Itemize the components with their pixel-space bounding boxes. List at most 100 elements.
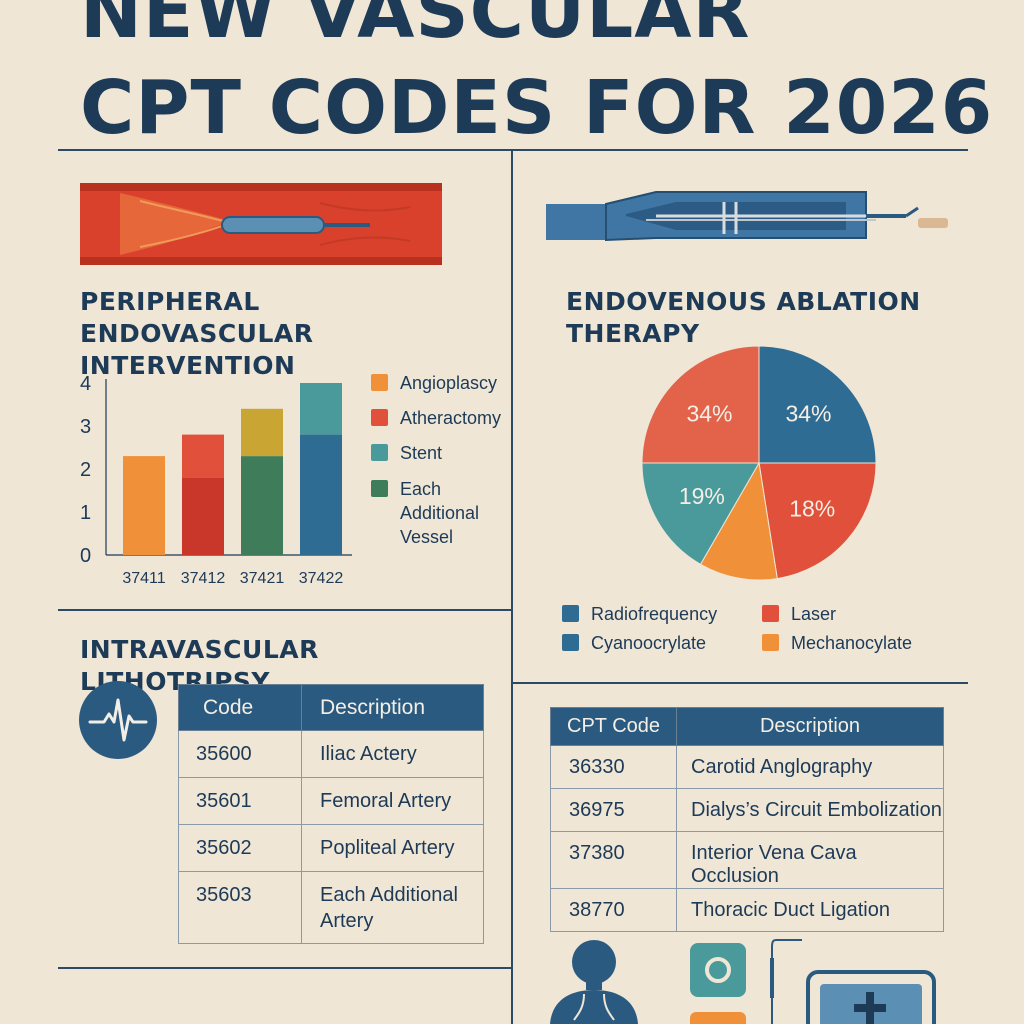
table-row: 36975 Dialys’s Circuit Embolization [550,788,944,832]
description-cell: Each Additional Artery [301,871,484,944]
endovenous-title: ENDOVENOUS ABLATION THERAPY [566,286,986,350]
left-mid-divider [58,609,511,611]
column-header: Description [676,707,944,746]
table-row: 38770 Thoracic Duct Ligation [550,888,944,932]
endovenous-title-line-1: ENDOVENOUS ABLATION [566,287,921,316]
y-tick-label: 4 [80,373,91,395]
legend-label: Mechanocylate [791,633,913,653]
y-tick-label: 2 [80,459,91,481]
right-mid-divider [513,682,968,684]
bar-segment [182,477,224,555]
pie-slice [641,345,760,464]
endovenous-pie-chart: 34% 18% 19% 34% [641,345,877,581]
description-cell: Iliac Actery [301,730,484,778]
orange-tile-icon [690,1012,746,1024]
legend-atherectomy: Atheractomy [371,406,501,430]
pie-slice [758,345,877,464]
x-tick-label: 37421 [240,570,285,587]
code-cell: 37380 [550,831,677,889]
bar-segment [300,434,342,555]
catheter-illustration [546,191,948,242]
table-row: 35603 Each Additional Artery [178,871,484,944]
description-cell: Dialys’s Circuit Embolization [676,788,944,832]
peripheral-bar-chart: 0 1 2 3 4 37411 37412 37421 37422 [80,373,352,587]
iv-line-icon [770,939,802,1024]
code-cell: 35602 [178,824,302,872]
bar-segment [241,408,283,457]
lithotripsy-title: INTRAVASCULAR LITHOTRIPSY [80,634,510,698]
peripheral-title: PERIPHERAL ENDOVASCULAR INTERVENTION [80,286,500,382]
legend-swatch-red [371,409,388,426]
bar-segment [241,456,283,555]
pie-slice [641,462,760,566]
medical-monitor-icon [806,970,936,1024]
legend-mechanochemical: Mechanocylate [762,631,912,655]
legend-angioplasty: Angioplascy [371,371,497,395]
center-divider [511,151,513,1024]
legend-label: Radiofrequency [591,604,718,624]
code-cell: 35601 [178,777,302,825]
code-cell: 38770 [550,888,677,932]
code-cell: 36330 [550,745,677,789]
endovenous-title-line-2: THERAPY [566,319,700,348]
column-header: Description [301,684,484,731]
table-header-row: CPT Code Description [550,707,944,746]
bar-segment [300,383,342,435]
peripheral-title-line-2: INTERVENTION [80,351,296,380]
y-tick-label: 3 [80,416,91,438]
top-divider [58,149,968,151]
legend-swatch-blue [562,605,579,622]
x-tick-label: 37422 [299,570,344,587]
heartbeat-icon [79,681,157,759]
bar-segment [123,456,165,555]
legend-label: Each Additional Vessel [400,479,480,547]
peripheral-title-line-1: PERIPHERAL ENDOVASCULAR [80,287,314,348]
x-tick-label: 37411 [122,570,165,587]
legend-swatch-green [371,480,388,497]
legend-radiofrequency: Radiofrequency [562,602,717,626]
y-tick-label: 0 [80,545,91,567]
lithotripsy-table: Code Description 35600 Iliac Actery 3560… [178,684,484,944]
pie-data-label: 18% [789,495,835,521]
legend-laser: Laser [762,602,836,626]
legend-label: Laser [791,604,837,624]
table-header-row: Code Description [178,684,484,731]
table-row: 35601 Femoral Artery [178,777,484,825]
legend-stent: Stent [371,441,442,465]
description-cell: Carotid Anglography [676,745,944,789]
vessel-balloon-illustration [80,183,442,265]
code-cell: 36975 [550,788,677,832]
description-cell: Interior Vena Cava Occlusion [676,831,944,889]
legend-label: Atheractomy [400,408,502,428]
pie-data-label: 34% [785,401,831,427]
x-tick-label: 37412 [181,570,226,587]
column-header: CPT Code [550,707,677,746]
page-title: NEW VASCULAR CPT CODES FOR 2026 [80,0,992,156]
table-row: 36330 Carotid Anglography [550,745,944,789]
left-bottom-divider [58,967,511,969]
doctor-icon [550,940,638,1024]
pie-data-label: 34% [686,401,732,427]
title-line-1: NEW VASCULAR [80,0,751,55]
bar-segment [182,434,224,478]
pie-data-label: 19% [679,483,725,509]
pie-slice [758,462,877,580]
column-header: Code [178,684,302,731]
legend-label: Angioplascy [400,373,498,393]
table-row: 35602 Popliteal Artery [178,824,484,872]
legend-cyanoacrylate: Cyanoocrylate [562,631,706,655]
legend-label: Stent [400,443,443,463]
legend-swatch-orange [371,374,388,391]
legend-each-additional-vessel: Each Additional Vessel [371,477,491,549]
legend-label: Cyanoocrylate [591,633,707,653]
legend-swatch-red [762,605,779,622]
description-cell: Popliteal Artery [301,824,484,872]
pie-slice [699,461,778,581]
legend-swatch-teal [371,444,388,461]
code-cell: 35603 [178,871,302,944]
lithotripsy-title-text: INTRAVASCULAR LITHOTRIPSY [80,635,319,696]
y-tick-label: 1 [80,502,91,524]
code-cell: 35600 [178,730,302,778]
description-cell: Femoral Artery [301,777,484,825]
legend-swatch-blue [562,634,579,651]
